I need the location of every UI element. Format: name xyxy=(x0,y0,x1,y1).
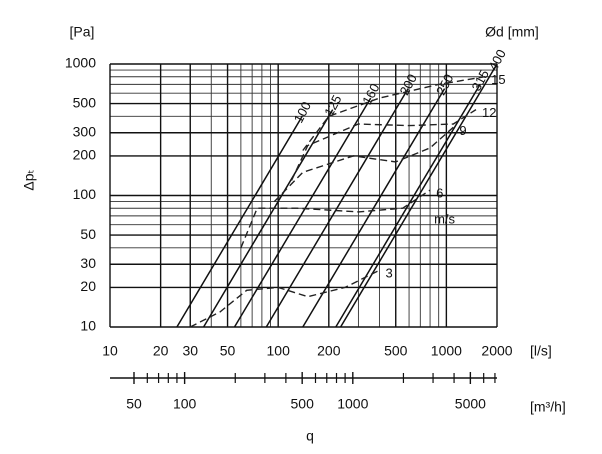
x-tick-label: 1000 xyxy=(431,343,462,359)
diameter-line xyxy=(335,84,481,328)
diameter-label: Ød [mm] xyxy=(485,24,539,40)
velocity-line xyxy=(290,109,477,181)
y-tick-label: 200 xyxy=(73,147,97,163)
x-tick-label: 30 xyxy=(182,343,198,359)
diameter-label: 315 xyxy=(468,67,491,93)
diameter-line xyxy=(202,109,334,328)
y-tick-label: 50 xyxy=(80,226,96,242)
x-tick-label: 500 xyxy=(384,343,408,359)
y-tick-label: 1000 xyxy=(65,55,96,71)
diameter-line xyxy=(176,115,303,328)
velocity-label: 6 xyxy=(436,185,443,200)
y-tick-label: 30 xyxy=(80,255,96,271)
x2-unit: [m³/h] xyxy=(530,399,566,415)
velocity-unit-label: m/s xyxy=(434,211,455,226)
y-axis-label: Δpₜ xyxy=(21,169,37,190)
x2-tick-label: 500 xyxy=(291,396,315,412)
x-tick-label: 100 xyxy=(267,343,291,359)
x-tick-label: 10 xyxy=(102,343,118,359)
x-axis-label: q xyxy=(306,428,314,444)
velocity-line xyxy=(273,126,454,202)
y-tick-label: 10 xyxy=(80,318,96,334)
velocity-line xyxy=(189,269,380,328)
x2-tick-label: 50 xyxy=(126,396,142,412)
y-tick-label: 20 xyxy=(80,278,96,294)
diameter-line xyxy=(339,63,498,328)
y-tick-label: 300 xyxy=(73,123,97,139)
velocity-label: 3 xyxy=(385,266,392,281)
diameter-label: 400 xyxy=(485,47,508,73)
diameter-line xyxy=(302,88,446,328)
velocity-label: 12 xyxy=(482,105,496,120)
diameter-label: 200 xyxy=(397,71,420,97)
x2-tick-label: 1000 xyxy=(337,396,368,412)
diameter-line xyxy=(265,88,409,328)
y-tick-label: 100 xyxy=(73,186,97,202)
velocity-line xyxy=(302,76,486,151)
velocity-line xyxy=(240,189,431,249)
velocity-label: 15 xyxy=(491,72,505,87)
x-tick-label: 50 xyxy=(220,343,236,359)
y-tick-label: 500 xyxy=(73,94,97,110)
velocity-label: 9 xyxy=(459,123,466,138)
x-unit: [l/s] xyxy=(530,343,552,359)
y-unit: [Pa] xyxy=(70,24,95,40)
x2-tick-label: 100 xyxy=(173,396,197,412)
x-tick-label: 200 xyxy=(317,343,341,359)
x-tick-label: 2000 xyxy=(481,343,512,359)
x-tick-label: 20 xyxy=(153,343,169,359)
x2-tick-label: 5000 xyxy=(455,396,486,412)
